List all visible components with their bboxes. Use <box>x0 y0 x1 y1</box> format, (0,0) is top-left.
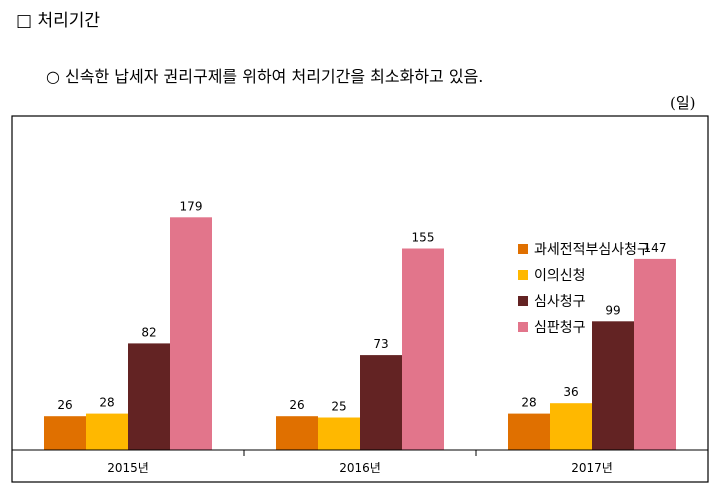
bar-2-2 <box>318 417 360 450</box>
data-label-3-3: 99 <box>605 303 620 317</box>
bar-1-3 <box>508 413 550 450</box>
data-label-3-1: 82 <box>141 325 156 339</box>
bar-3-2 <box>360 355 402 450</box>
legend-swatch-2 <box>518 270 528 280</box>
data-label-2-1: 28 <box>99 396 114 410</box>
data-label-4-2: 155 <box>412 231 435 245</box>
data-label-1-3: 28 <box>521 396 536 410</box>
bar-4-2 <box>402 248 444 450</box>
bar-4-1 <box>170 217 212 450</box>
bars-group <box>44 217 676 450</box>
x-tick-label-3: 2017년 <box>571 461 613 475</box>
legend-swatch-4 <box>518 322 528 332</box>
legend-swatch-1 <box>518 244 528 254</box>
data-label-1-1: 26 <box>57 398 72 412</box>
legend-swatch-3 <box>518 296 528 306</box>
data-label-2-2: 25 <box>331 400 346 414</box>
data-label-4-3: 147 <box>644 241 667 255</box>
bar-3-3 <box>592 321 634 450</box>
x-tick-label-2: 2016년 <box>339 461 381 475</box>
x-tick-label-1: 2015년 <box>107 461 149 475</box>
bar-1-1 <box>44 416 86 450</box>
legend-label-4: 심판청구 <box>534 320 586 336</box>
legend-label-3: 심사청구 <box>534 294 586 310</box>
summary-text: ○ 신속한 납세자 권리구제를 위하여 처리기간을 최소화하고 있음. <box>46 67 484 86</box>
data-label-2-3: 36 <box>563 385 578 399</box>
section-title: □ 처리기간 <box>16 11 101 31</box>
data-labels-group: 26 28 82 179 26 25 73 155 28 36 99 147 <box>57 199 666 413</box>
data-label-1-2: 26 <box>289 398 304 412</box>
unit-label: (일) <box>670 94 696 112</box>
bar-2-3 <box>550 403 592 450</box>
legend-label-2: 이의신청 <box>534 268 586 284</box>
data-label-4-1: 179 <box>180 199 203 213</box>
bar-3-1 <box>128 343 170 450</box>
chart-frame <box>11 115 709 483</box>
bar-2-1 <box>86 413 128 450</box>
data-label-3-2: 73 <box>373 337 388 351</box>
bar-1-2 <box>276 416 318 450</box>
x-axis: 2015년 2016년 2017년 <box>12 449 708 475</box>
bar-4-3 <box>634 258 676 450</box>
legend-label-1: 과세전적부심사청구 <box>534 242 650 258</box>
